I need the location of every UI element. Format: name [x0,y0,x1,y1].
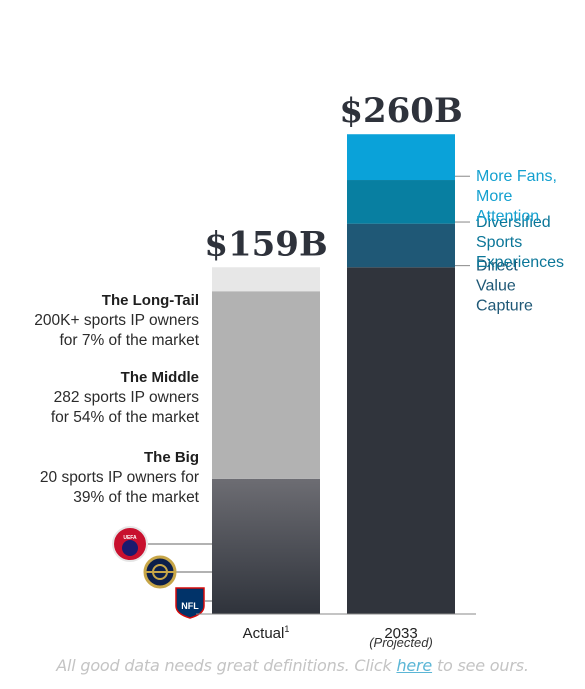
category-sublabel: (Projected) [369,635,433,650]
nfl-logo-text: NFL [181,601,199,611]
nhl-logo-icon [143,555,177,589]
uefa-logo-icon: UEFA [112,526,148,562]
segment-title: The Big [144,449,199,466]
segment-label-direct: Capture [476,298,533,315]
segment-label-fans: More Fans, [476,168,557,185]
segment-description: 200K+ sports IP owners [34,312,199,329]
nfl-logo-icon: NFL [175,587,205,619]
total-label: $159B [204,224,327,264]
uefa-logo-ball [122,540,138,556]
footer-text-end: to see ours. [432,656,529,675]
bar-segment-base [347,267,455,614]
segment-description: 20 sports IP owners for [40,469,199,486]
category-footnote: 1 [284,624,289,634]
segment-label-diversified: Sports [476,234,522,251]
bar-segment-longtail [212,267,320,292]
segment-label-diversified: Diversified [476,214,551,231]
definitions-link[interactable]: here [396,656,433,675]
segment-title: The Middle [121,369,199,386]
segment-description: 39% of the market [73,489,199,506]
footer-text: All good data needs great definitions. C… [56,656,397,675]
bar-segment-big [212,478,320,614]
segment-label-fans: Attention [476,208,539,225]
uefa-logo-text: UEFA [123,535,137,541]
segment-label-direct: Value [476,278,516,295]
bar-segment-direct [347,223,455,268]
total-label: $260B [339,91,462,131]
segment-label-diversified: Experiences [476,254,564,271]
nfl-logo-shield [175,587,205,619]
segment-label-fans: More [476,188,513,205]
bar-segment-diversified [347,180,455,224]
segment-description: 282 sports IP owners [54,389,200,406]
category-label: 2033 [384,625,417,642]
bar-segment-middle [212,291,320,479]
footer-note: All good data needs great definitions. C… [0,656,585,675]
category-label: Actual1 [243,624,290,642]
segment-description: for 54% of the market [51,409,200,426]
segment-title: The Long-Tail [102,292,199,309]
bar-segment-fans [347,134,455,181]
segment-label-direct: Direct [476,258,518,275]
segment-description: for 7% of the market [59,332,199,349]
